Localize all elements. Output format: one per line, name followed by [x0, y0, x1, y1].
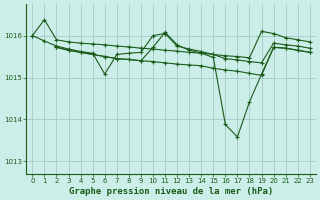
X-axis label: Graphe pression niveau de la mer (hPa): Graphe pression niveau de la mer (hPa) — [69, 187, 273, 196]
